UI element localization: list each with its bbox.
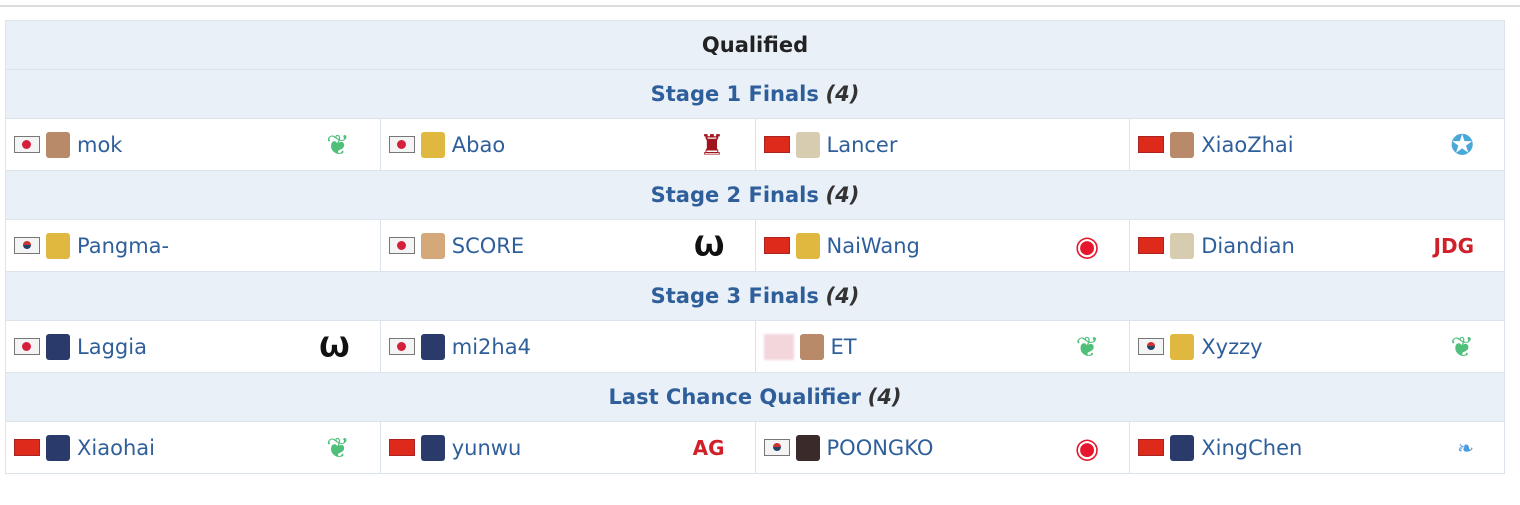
- demon-team-logo-icon[interactable]: ♜: [699, 128, 725, 161]
- section-link[interactable]: Last Chance Qualifier: [608, 385, 861, 409]
- character-avatar-icon: [795, 232, 820, 259]
- player-link[interactable]: Xyzzy: [1201, 334, 1263, 359]
- player-link[interactable]: XingChen: [1201, 435, 1303, 460]
- section-header: Stage 3 Finals (4): [5, 271, 1505, 321]
- player-link[interactable]: POONGKO: [826, 435, 934, 460]
- table-row: Pangma- SCORE Ѡ NaiWang ◉ Diandian JDG: [5, 219, 1505, 272]
- player-cell: ET ❦: [754, 320, 1131, 373]
- phoenix-team-logo-icon[interactable]: ❦: [1450, 330, 1474, 363]
- player-link[interactable]: mi2ha4: [451, 334, 531, 359]
- player-cell: mi2ha4: [379, 320, 756, 373]
- flag-icon: [388, 439, 415, 456]
- flag-icon: [763, 237, 790, 254]
- character-avatar-icon: [1170, 232, 1195, 259]
- player-cell: Xiaohai ❦: [5, 421, 381, 474]
- player-cell: XiaoZhai ✪: [1129, 118, 1505, 171]
- player-cell: SCORE Ѡ: [379, 219, 756, 272]
- character-avatar-icon: [1170, 434, 1195, 461]
- flag-icon: [1138, 338, 1165, 355]
- character-avatar-icon: [46, 434, 70, 461]
- ag-team-logo-icon[interactable]: AG: [692, 435, 725, 460]
- section-link[interactable]: Stage 1 Finals: [650, 82, 819, 106]
- flag-icon: [763, 333, 794, 360]
- flag-icon: [388, 338, 415, 355]
- section-count: (4): [825, 284, 860, 308]
- player-cell: Abao ♜: [379, 118, 756, 171]
- player-link[interactable]: Laggia: [77, 334, 147, 359]
- horns-team-logo-icon[interactable]: Ѡ: [693, 229, 725, 262]
- flag-icon: [1138, 237, 1165, 254]
- phoenix-team-logo-icon[interactable]: ❦: [326, 431, 350, 464]
- player-link[interactable]: NaiWang: [826, 233, 920, 258]
- character-avatar-icon: [420, 434, 445, 461]
- table-row: Xiaohai ❦ yunwu AG POONGKO ◉ XingChen ❧: [5, 421, 1505, 474]
- goggles-team-logo-icon[interactable]: ✪: [1450, 128, 1474, 161]
- character-avatar-icon: [420, 333, 445, 360]
- flag-icon: [763, 439, 790, 456]
- character-avatar-icon: [46, 333, 70, 360]
- player-link[interactable]: SCORE: [451, 233, 525, 258]
- character-avatar-icon: [420, 232, 445, 259]
- flag-icon: [1138, 136, 1165, 153]
- player-cell: NaiWang ◉: [754, 219, 1131, 272]
- player-link[interactable]: XiaoZhai: [1201, 132, 1294, 157]
- player-link[interactable]: Abao: [451, 132, 506, 157]
- player-cell: Laggia Ѡ: [5, 320, 381, 373]
- character-avatar-icon: [795, 131, 820, 158]
- character-avatar-icon: [799, 333, 824, 360]
- table-title: Qualified: [5, 20, 1505, 70]
- flag-icon: [14, 338, 40, 355]
- section-link[interactable]: Stage 2 Finals: [650, 183, 819, 207]
- player-cell: Pangma-: [5, 219, 381, 272]
- player-link[interactable]: ET: [830, 334, 857, 359]
- section-count: (4): [825, 183, 860, 207]
- flag-icon: [14, 439, 40, 456]
- section-count: (4): [867, 385, 902, 409]
- character-avatar-icon: [795, 434, 820, 461]
- flag-icon: [1138, 439, 1165, 456]
- player-cell: mok ❦: [5, 118, 381, 171]
- player-cell: Lancer: [754, 118, 1131, 171]
- divider: [0, 5, 1520, 7]
- player-cell: Xyzzy ❦: [1129, 320, 1505, 373]
- character-avatar-icon: [1170, 131, 1195, 158]
- section-header: Stage 1 Finals (4): [5, 69, 1505, 119]
- player-link[interactable]: Xiaohai: [77, 435, 155, 460]
- flag-icon: [14, 237, 40, 254]
- phoenix-team-logo-icon[interactable]: ❦: [1075, 330, 1100, 363]
- dragon-team-logo-icon[interactable]: ❧: [1457, 435, 1474, 460]
- player-cell: XingChen ❧: [1129, 421, 1505, 474]
- character-avatar-icon: [1170, 333, 1195, 360]
- player-link[interactable]: Diandian: [1201, 233, 1295, 258]
- player-link[interactable]: mok: [77, 132, 123, 157]
- section-header: Stage 2 Finals (4): [5, 170, 1505, 220]
- section-count: (4): [825, 82, 860, 106]
- player-cell: Diandian JDG: [1129, 219, 1505, 272]
- qualified-table: Qualified Stage 1 Finals (4) mok ❦ Abao ♜ Lan…: [5, 20, 1505, 474]
- player-link[interactable]: Pangma-: [77, 233, 170, 258]
- flag-icon: [14, 136, 40, 153]
- character-avatar-icon: [46, 131, 70, 158]
- table-row: mok ❦ Abao ♜ Lancer XiaoZhai ✪: [5, 118, 1505, 171]
- weibo-team-logo-icon[interactable]: ◉: [1074, 431, 1100, 464]
- horns-team-logo-icon[interactable]: Ѡ: [319, 330, 350, 363]
- section-header: Last Chance Qualifier (4): [5, 372, 1505, 422]
- player-link[interactable]: yunwu: [451, 435, 522, 460]
- section-link[interactable]: Stage 3 Finals: [650, 284, 819, 308]
- character-avatar-icon: [420, 131, 445, 158]
- player-link[interactable]: Lancer: [826, 132, 898, 157]
- jdg-team-logo-icon[interactable]: JDG: [1433, 233, 1474, 258]
- player-cell: POONGKO ◉: [754, 421, 1131, 474]
- flag-icon: [763, 136, 790, 153]
- flag-icon: [388, 237, 415, 254]
- weibo-team-logo-icon[interactable]: ◉: [1074, 229, 1100, 262]
- flag-icon: [388, 136, 415, 153]
- phoenix-team-logo-icon[interactable]: ❦: [326, 128, 350, 161]
- character-avatar-icon: [46, 232, 70, 259]
- player-cell: yunwu AG: [379, 421, 756, 474]
